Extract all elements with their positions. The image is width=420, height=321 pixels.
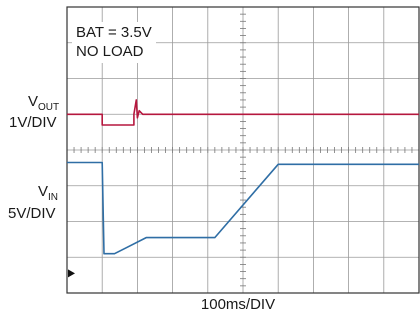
annotation-line-1: BAT = 3.5V (76, 24, 152, 41)
vin-trace (67, 161, 419, 255)
annotation-box: BAT = 3.5V NO LOAD (72, 22, 156, 63)
annotation-line-2: NO LOAD (76, 43, 144, 60)
ground-marker-icon (68, 269, 75, 278)
vout-scale-label: 1V/DIV (9, 114, 57, 131)
plot-frame (66, 6, 420, 294)
x-axis-label: 100ms/DIV (200, 296, 276, 313)
vin-label: VIN (38, 183, 59, 204)
vout-label: VOUT (28, 93, 60, 114)
vout-trace (67, 99, 419, 126)
vin-scale-label: 5V/DIV (8, 205, 56, 222)
